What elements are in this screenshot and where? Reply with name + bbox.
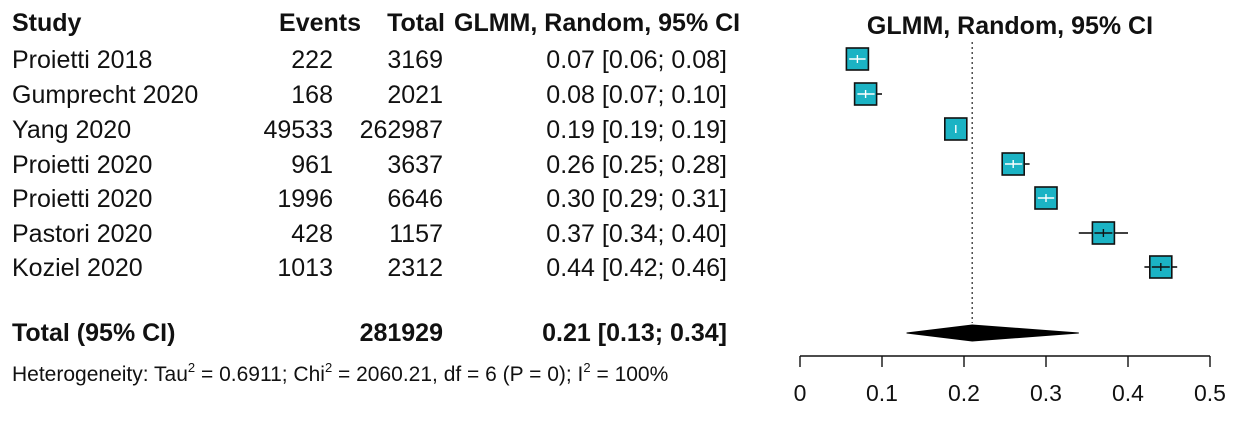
events-value: 961 [291,151,333,179]
total-ci: 0.21 [0.13; 0.34] [542,319,727,347]
ci-value: 0.26 [0.25; 0.28] [546,151,727,179]
pooled-diamond [906,324,1079,342]
x-tick-label: 0.3 [1030,380,1062,406]
header-study: Study [12,9,82,37]
total-label: Total (95% CI) [12,319,176,347]
study-name: Proietti 2018 [12,46,153,74]
x-tick-label: 0 [794,380,807,406]
events-value: 428 [291,220,333,248]
study-name: Proietti 2020 [12,151,153,179]
total-value: 6646 [387,185,443,213]
total-value: 3637 [387,151,443,179]
ci-value: 0.07 [0.06; 0.08] [546,46,727,74]
events-value: 1996 [277,185,333,213]
events-value: 49533 [263,116,333,144]
events-value: 168 [291,81,333,109]
ci-value: 0.37 [0.34; 0.40] [546,220,727,248]
ci-value: 0.30 [0.29; 0.31] [546,185,727,213]
events-value: 222 [291,46,333,74]
heterogeneity-text: Heterogeneity: Tau2 = 0.6911; Chi2 = 206… [12,360,669,386]
study-name: Gumprecht 2020 [12,81,199,109]
events-value: 1013 [277,254,333,282]
study-name: Koziel 2020 [12,254,143,282]
ci-value: 0.44 [0.42; 0.46] [546,254,727,282]
x-tick-label: 0.4 [1112,380,1144,406]
study-name: Pastori 2020 [12,220,153,248]
ci-value: 0.19 [0.19; 0.19] [546,116,727,144]
study-name: Yang 2020 [12,116,132,144]
plot-title: GLMM, Random, 95% CI [867,12,1153,40]
total-value: 2312 [387,254,443,282]
total-sum: 281929 [359,319,443,347]
header-events: Events [279,9,361,37]
total-value: 262987 [359,116,443,144]
x-tick-label: 0.1 [866,380,898,406]
total-value: 2021 [387,81,443,109]
total-value: 1157 [389,220,443,248]
study-name: Proietti 2020 [12,185,153,213]
total-value: 3169 [387,46,443,74]
x-tick-label: 0.5 [1194,380,1226,406]
x-tick-label: 0.2 [948,380,980,406]
ci-value: 0.08 [0.07; 0.10] [546,81,727,109]
header-total: Total [387,9,445,37]
header-ci: GLMM, Random, 95% CI [454,9,741,37]
